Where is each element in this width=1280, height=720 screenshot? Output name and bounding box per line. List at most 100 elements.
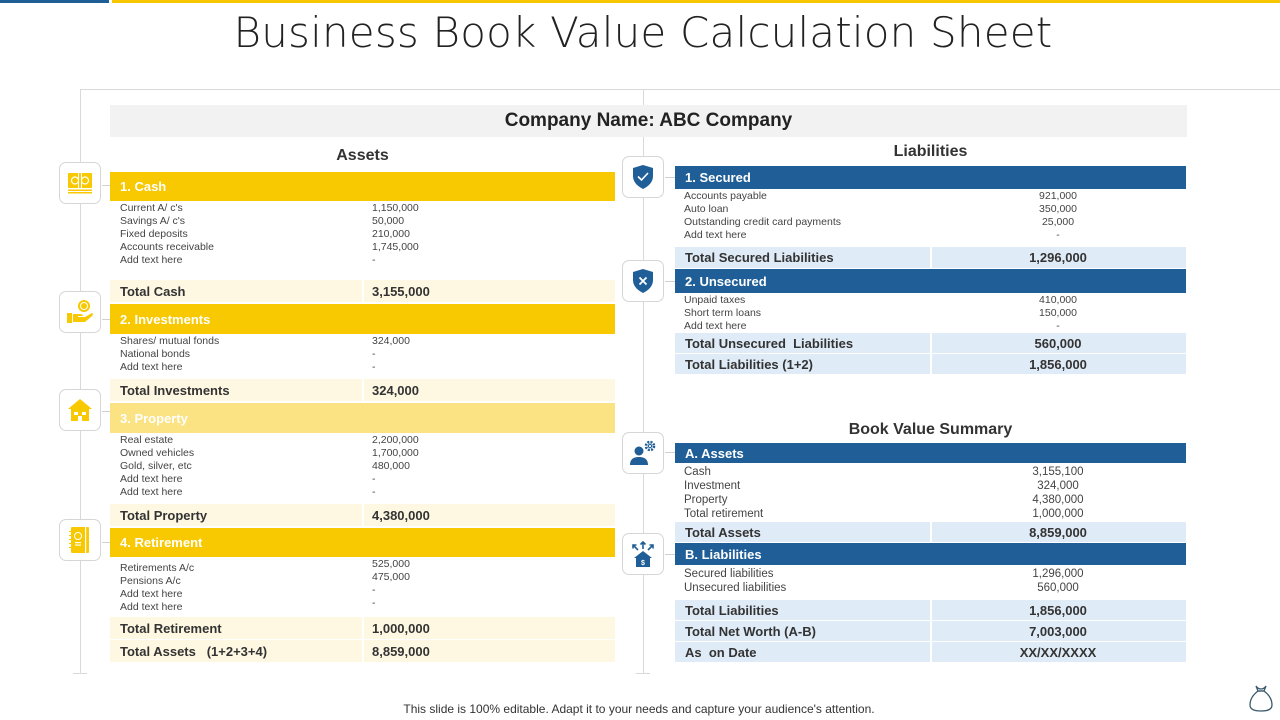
line-item: Add text here - xyxy=(120,473,376,485)
connector xyxy=(665,554,675,555)
line-item: Add text here - xyxy=(120,486,376,498)
section-header-summary-liabilities: B. Liabilities xyxy=(675,543,1186,565)
total-secured-row: Total Secured Liabilities 1,296,000 xyxy=(675,247,1186,268)
retirement-icon-box xyxy=(59,519,101,561)
divider xyxy=(930,621,932,641)
notebook-icon xyxy=(69,527,89,553)
frame-line-top xyxy=(80,89,1280,90)
line-item: Shares/ mutual fonds 324,000 xyxy=(120,335,410,347)
line-item: Owned vehicles 1,700,000 xyxy=(120,447,419,459)
line-item: Outstanding credit card payments 25,000 xyxy=(684,216,1075,228)
secured-items: Accounts payable 921,000 Auto loan 350,000… xyxy=(684,190,1186,242)
line-item: Unpaid taxes 410,000 xyxy=(684,294,1077,306)
line-item: Add text here - xyxy=(684,320,1060,332)
line-item: Pensions A/c 475,000 xyxy=(120,571,410,587)
line-item: Cash 3,155,100 xyxy=(684,466,1084,478)
page-title: Business Book Value Calculation Sheet xyxy=(233,8,1053,57)
total-investments-row: Total Investments 324,000 xyxy=(110,379,615,401)
house-icon xyxy=(68,399,92,421)
connector xyxy=(665,281,675,282)
property-icon-box xyxy=(59,389,101,431)
line-item: Secured liabilities 1,296,000 xyxy=(684,568,1084,580)
line-item: Gold, silver, etc 480,000 xyxy=(120,460,410,472)
summary-liability-items: Secured liabilities 1,296,000 Unsecured l… xyxy=(684,567,1186,595)
unsecured-items: Unpaid taxes 410,000 Short term loans 150,… xyxy=(684,294,1186,333)
section-header-property: 3. Property xyxy=(110,403,615,433)
as-on-date-row: As on Date XX/XX/XXXX xyxy=(675,642,1186,662)
timeline-left xyxy=(80,89,81,674)
total-unsecured-row: Total Unsecured Liabilities 560,000 xyxy=(675,333,1186,353)
divider xyxy=(362,504,364,526)
company-name-bar: Company Name: ABC Company xyxy=(110,105,1187,137)
line-item: Current A/ c's 1,150,000 xyxy=(120,202,419,214)
divider xyxy=(930,354,932,374)
section-header-secured: 1. Secured xyxy=(675,166,1186,189)
footer-note: This slide is 100% editable. Adapt it to… xyxy=(403,702,875,716)
summary-liabilities-icon-box: $ xyxy=(622,533,664,575)
divider xyxy=(362,640,364,662)
money-bag-icon xyxy=(1249,685,1273,712)
section-header-cash: 1. Cash xyxy=(110,172,615,201)
line-item: Add text here - xyxy=(120,584,376,600)
line-item: Fixed deposits 210,000 xyxy=(120,228,410,240)
investments-icon-box xyxy=(59,291,101,333)
total-liabilities-row: Total Liabilities (1+2) 1,856,000 xyxy=(675,354,1186,374)
section-header-retirement: 4. Retirement xyxy=(110,528,615,557)
line-item: Savings A/ c's 50,000 xyxy=(120,215,405,227)
timeline-left-cap xyxy=(73,673,87,674)
retirement-items: Retirements A/c 525,000 Pensions A/c 475,0… xyxy=(120,558,615,613)
shield-check-icon xyxy=(633,165,653,189)
line-item: Investment 324,000 xyxy=(684,480,1079,492)
divider xyxy=(930,247,932,268)
top-accent-yellow xyxy=(112,0,1280,3)
net-worth-row: Total Net Worth (A-B) 7,003,000 xyxy=(675,621,1186,641)
svg-text:$: $ xyxy=(641,560,645,567)
line-item: Accounts receivable 1,745,000 xyxy=(120,241,419,253)
divider xyxy=(930,600,932,620)
top-accent-blue xyxy=(0,0,109,3)
total-retirement-row: Total Retirement 1,000,000 xyxy=(110,617,615,639)
summary-heading: Book Value Summary xyxy=(848,421,1013,438)
summary-total-assets-row: Total Assets 8,859,000 xyxy=(675,522,1186,542)
connector xyxy=(665,452,675,453)
divider xyxy=(930,333,932,353)
connector xyxy=(102,411,110,412)
person-gear-icon xyxy=(630,440,656,465)
investment-items: Shares/ mutual fonds 324,000 National bon… xyxy=(120,335,615,374)
divider xyxy=(362,379,364,401)
divider xyxy=(362,617,364,639)
connector xyxy=(665,177,675,178)
connector xyxy=(102,542,110,543)
property-items: Real estate 2,200,000 Owned vehicles 1,700… xyxy=(120,434,615,499)
section-header-investments: 2. Investments xyxy=(110,304,615,334)
total-cash-row: Total Cash 3,155,000 xyxy=(110,280,615,302)
line-item: Add text here - xyxy=(120,254,376,266)
line-item: Real estate 2,200,000 xyxy=(120,434,419,446)
timeline-right-cap xyxy=(636,673,650,674)
cash-items: Current A/ c's 1,150,000 Savings A/ c's 50… xyxy=(120,202,615,267)
timeline-right xyxy=(643,89,644,674)
line-item: Retirements A/c 525,000 xyxy=(120,558,410,574)
connector xyxy=(102,319,110,320)
cash-icon-box xyxy=(59,162,101,204)
summary-assets-icon-box xyxy=(622,432,664,474)
line-item: Add text here - xyxy=(120,597,376,613)
line-item: Unsecured liabilities 560,000 xyxy=(684,582,1079,594)
connector xyxy=(102,185,110,186)
section-header-summary-assets: A. Assets xyxy=(675,443,1186,463)
divider xyxy=(362,280,364,302)
hand-coin-icon xyxy=(67,300,93,323)
line-item: Add text here - xyxy=(684,229,1060,241)
secured-icon-box xyxy=(622,156,664,198)
house-dollar-arrows-icon: $ xyxy=(632,540,654,567)
unsecured-icon-box xyxy=(622,260,664,302)
liabilities-heading: Liabilities xyxy=(893,143,968,160)
divider xyxy=(930,642,932,662)
divider xyxy=(930,522,932,542)
line-item: Short term loans 150,000 xyxy=(684,307,1077,319)
line-item: Add text here - xyxy=(120,361,376,373)
shield-x-icon xyxy=(633,269,653,293)
summary-total-liabilities-row: Total Liabilities 1,856,000 xyxy=(675,600,1186,620)
line-item: Total retirement 1,000,000 xyxy=(684,508,1084,520)
line-item: Property 4,380,000 xyxy=(684,494,1084,506)
